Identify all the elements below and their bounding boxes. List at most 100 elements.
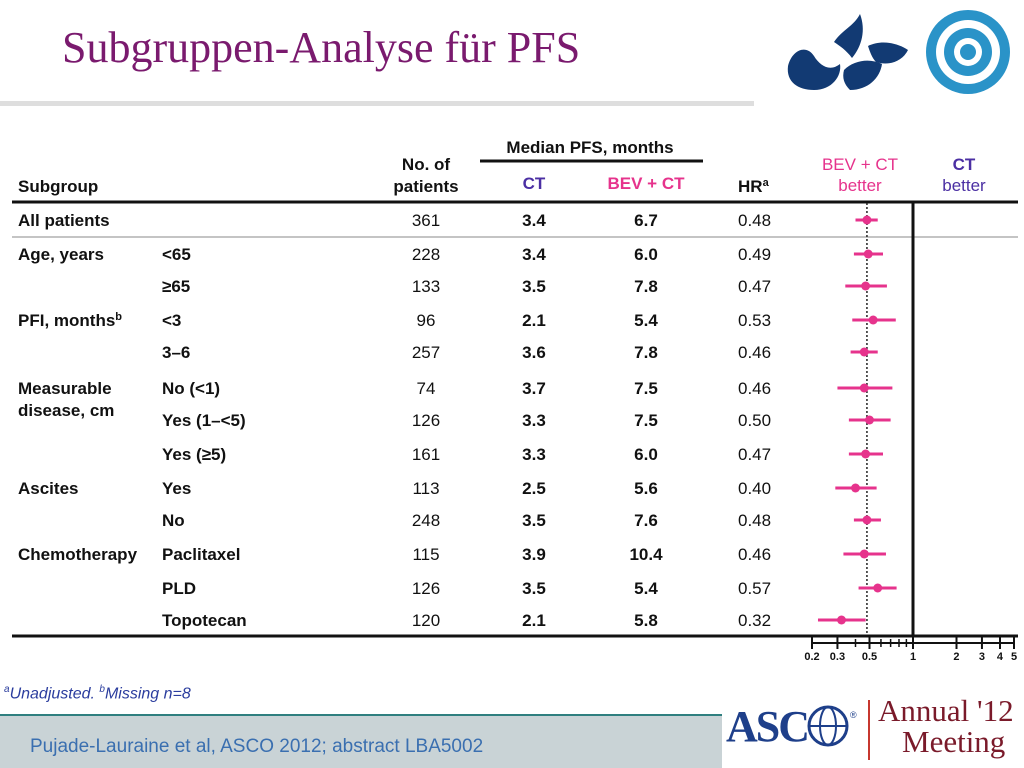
row-hr: 0.46 [738,379,771,398]
row-ct-median: 3.5 [522,579,546,598]
row-patients: 126 [412,579,440,598]
row-level: <3 [162,311,181,330]
row-patients: 133 [412,277,440,296]
asco-divider [868,700,870,760]
group-label: Age, years [18,245,104,264]
header-median-pfs: Median PFS, months [506,138,673,157]
globe-icon [807,705,849,747]
row-level: Topotecan [162,611,247,630]
row-ct-median: 3.3 [522,411,546,430]
label-bev-ct-better-line2: better [838,176,882,195]
header-bev-ct: BEV + CT [608,174,686,193]
hr-point [859,383,869,393]
hr-point [868,315,878,325]
row-level: No [162,511,185,530]
slide-title: Subgruppen-Analyse für PFS [62,23,581,72]
target-circle-icon [926,10,1010,94]
header-hr-superscript: a [763,177,770,189]
row-level: 3–6 [162,343,190,362]
row-hr: 0.50 [738,411,771,430]
row-bev-median: 5.8 [634,611,658,630]
organization-logo [787,10,1010,94]
asco-logo-panel [722,690,1024,768]
row-bev-median: 5.4 [634,311,658,330]
row-bev-median: 5.6 [634,479,658,498]
x-tick-label: 4 [997,651,1004,663]
header-patients-line2: patients [393,177,458,196]
registered-mark: ® [850,710,857,720]
header-patients-line1: No. of [402,155,450,174]
row-hr: 0.48 [738,211,771,230]
row-hr: 0.53 [738,311,771,330]
x-tick-label: 1 [910,651,916,663]
label-ct-better-line2: better [942,176,986,195]
row-bev-median: 10.4 [629,545,663,564]
title-divider [0,101,754,106]
group-label: Measurable [18,379,112,398]
x-tick-label: 2 [953,651,959,663]
group-label: All patients [18,211,110,230]
row-patients: 248 [412,511,440,530]
row-bev-median: 7.8 [634,343,658,362]
footnote: aUnadjusted. bMissing n=8 [4,684,191,703]
row-patients: 120 [412,611,440,630]
row-hr: 0.49 [738,245,771,264]
row-level: <65 [162,245,191,264]
row-hr: 0.48 [738,511,771,530]
citation-rule [0,714,1024,716]
group-label: Ascites [18,479,78,498]
row-bev-median: 6.0 [634,445,658,464]
row-ct-median: 3.7 [522,379,546,398]
group-label: PFI, monthsb [18,311,122,330]
row-level: ≥65 [162,277,190,296]
row-ct-median: 3.5 [522,277,546,296]
wave-mark-icon [787,14,908,90]
row-ct-median: 3.4 [522,245,546,264]
row-patients: 161 [412,445,440,464]
row-ct-median: 3.5 [522,511,546,530]
row-ct-median: 3.3 [522,445,546,464]
row-level: Yes [162,479,191,498]
row-hr: 0.32 [738,611,771,630]
row-ct-median: 3.4 [522,211,546,230]
hr-point [873,583,883,593]
row-patients: 96 [417,311,436,330]
header-hr: HRa [738,177,770,196]
citation-bar [0,714,722,768]
hr-point [863,249,873,259]
group-label: disease, cm [18,401,114,420]
annual-meeting-line-2: Meeting [902,724,1006,759]
label-bev-ct-better-line1: BEV + CT [822,155,898,174]
hr-point [836,615,846,625]
row-bev-median: 5.4 [634,579,658,598]
hr-point [850,483,860,493]
row-bev-median: 7.6 [634,511,658,530]
row-level: PLD [162,579,196,598]
group-label: Chemotherapy [18,545,138,564]
row-bev-median: 7.5 [634,379,658,398]
row-hr: 0.57 [738,579,771,598]
hr-point [862,215,872,225]
row-level: Yes (1–<5) [162,411,246,430]
row-patients: 228 [412,245,440,264]
hr-point [861,449,871,459]
group-label-superscript: b [115,311,122,323]
hr-point [861,281,871,291]
footnote-a-mark: a [4,684,10,695]
hr-point [859,549,869,559]
x-tick-label: 5 [1011,651,1017,663]
row-bev-median: 6.0 [634,245,658,264]
row-bev-median: 7.5 [634,411,658,430]
row-level: Yes (≥5) [162,445,226,464]
row-level: No (<1) [162,379,220,398]
row-patients: 361 [412,211,440,230]
row-ct-median: 2.1 [522,311,546,330]
citation-text: Pujade-Lauraine et al, ASCO 2012; abstra… [30,736,484,757]
row-level: Paclitaxel [162,545,240,564]
row-hr: 0.46 [738,545,771,564]
x-tick-label: 0.5 [862,651,877,663]
row-patients: 115 [412,545,439,564]
row-hr: 0.47 [738,277,771,296]
row-ct-median: 3.9 [522,545,546,564]
row-ct-median: 2.1 [522,611,546,630]
